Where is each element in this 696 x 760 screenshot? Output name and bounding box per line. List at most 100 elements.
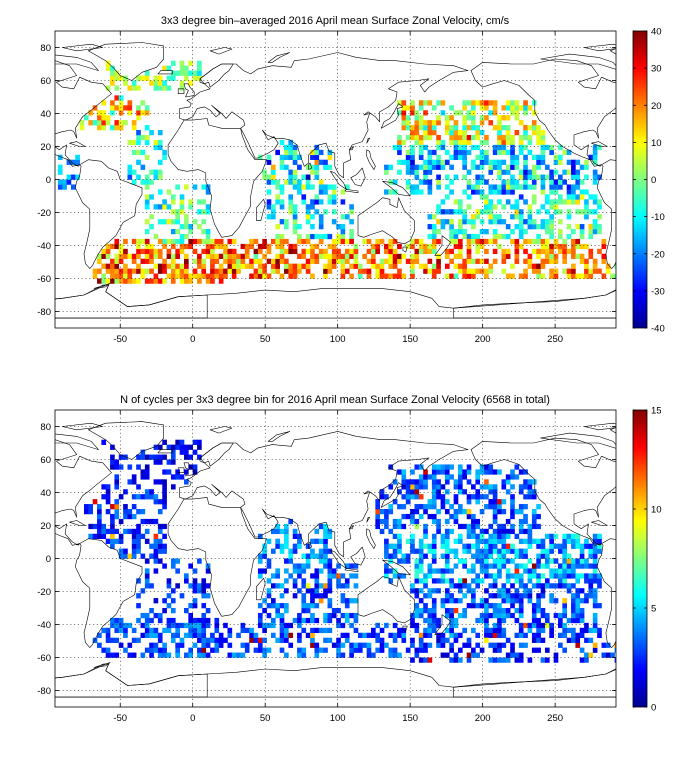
velocity-heatmap-cell <box>218 243 224 250</box>
cycles-heatmap-cell <box>349 573 354 579</box>
velocity-heatmap-cell <box>475 243 481 250</box>
velocity-heatmap-cell <box>484 204 489 210</box>
cycles-heatmap-cell <box>97 523 102 530</box>
cycles-heatmap-cell <box>318 568 324 574</box>
velocity-heatmap-cell <box>527 184 533 190</box>
cycles-heatmap-cell <box>471 603 476 609</box>
velocity-heatmap-cell <box>310 243 315 250</box>
velocity-heatmap-cell <box>179 65 185 71</box>
cycles-heatmap-cell <box>518 523 524 530</box>
velocity-heatmap-cell <box>97 125 102 131</box>
cycles-heatmap-cell <box>558 622 563 629</box>
cycles-heatmap-cell <box>110 617 115 624</box>
cycles-heatmap-cell <box>423 642 428 648</box>
velocity-heatmap-cell <box>162 268 167 274</box>
cycles-heatmap-cell <box>523 593 528 599</box>
velocity-heatmap-cell <box>110 263 115 269</box>
velocity-heatmap-cell <box>266 174 272 180</box>
cycles-heatmap-cell <box>371 627 376 634</box>
velocity-heatmap-cell <box>184 258 189 264</box>
cycles-heatmap-cell <box>444 489 450 495</box>
cycles-heatmap-cell <box>384 509 389 515</box>
velocity-heatmap-cell <box>579 229 585 235</box>
velocity-heatmap-cell <box>405 164 411 170</box>
velocity-heatmap-cell <box>301 263 307 269</box>
velocity-heatmap-cell <box>592 159 598 165</box>
velocity-heatmap-cell <box>523 154 528 160</box>
velocity-heatmap-cell <box>523 258 528 264</box>
velocity-heatmap-cell <box>305 204 311 210</box>
velocity-heatmap-cell <box>305 184 311 190</box>
cycles-heatmap-cell <box>97 642 102 648</box>
cycles-heatmap-cell <box>592 588 598 594</box>
cycles-heatmap-cell <box>466 509 472 515</box>
cycles-heatmap-cell <box>527 494 533 500</box>
cycles-heatmap-cell <box>531 568 537 574</box>
velocity-heatmap-cell <box>310 253 315 259</box>
velocity-heatmap-cell <box>449 139 454 146</box>
cycles-heatmap-cell <box>244 647 250 653</box>
cycles-heatmap-cell <box>305 563 311 569</box>
cycles-heatmap-cell <box>118 553 124 559</box>
cycles-heatmap-cell <box>301 593 307 599</box>
cycles-heatmap-cell <box>584 652 589 658</box>
velocity-heatmap-cell <box>457 253 463 259</box>
velocity-heatmap-cell <box>297 184 302 190</box>
cycles-heatmap-cell <box>523 528 528 535</box>
velocity-heatmap-cell <box>127 253 133 259</box>
velocity-heatmap-cell <box>527 224 533 230</box>
velocity-heatmap-cell <box>127 169 133 175</box>
velocity-heatmap-cell <box>540 189 546 195</box>
cycles-heatmap-cell <box>514 563 520 569</box>
velocity-heatmap-cell <box>397 110 402 116</box>
cycles-heatmap-cell <box>466 548 472 554</box>
velocity-heatmap-cell <box>575 238 581 245</box>
cycles-heatmap-cell <box>614 647 616 653</box>
velocity-heatmap-cell <box>366 268 372 274</box>
cycles-heatmap-cell <box>462 563 467 569</box>
cycles-coastline <box>55 663 208 698</box>
cycles-heatmap-cell <box>497 612 502 619</box>
cycles-heatmap-cell <box>110 637 115 643</box>
velocity-heatmap-cell <box>449 248 454 255</box>
cycles-heatmap-cell <box>449 578 454 584</box>
velocity-heatmap-cell <box>427 233 433 240</box>
cycles-heatmap-cell <box>588 578 594 584</box>
velocity-heatmap-cell <box>388 179 394 185</box>
cycles-heatmap-cell <box>153 612 159 619</box>
velocity-heatmap-cell <box>401 105 407 111</box>
cycles-coastline <box>55 433 99 450</box>
cycles-heatmap-cell <box>279 583 285 589</box>
velocity-heatmap-cell <box>214 273 220 279</box>
velocity-heatmap-cell <box>127 139 133 146</box>
velocity-heatmap-cell <box>292 144 298 151</box>
velocity-heatmap-cell <box>405 115 411 121</box>
cycles-heatmap-cell <box>118 622 124 629</box>
velocity-heatmap-cell <box>518 105 524 111</box>
cycles-heatmap-cell <box>149 518 154 525</box>
cycles-heatmap-cell <box>353 612 359 619</box>
cycles-heatmap-cell <box>170 598 176 604</box>
cycles-heatmap-cell <box>184 449 189 455</box>
cycles-heatmap-cell <box>427 543 433 549</box>
cycles-heatmap-cell <box>540 593 546 599</box>
velocity-heatmap-cell <box>114 243 120 250</box>
velocity-heatmap-cell <box>453 139 459 146</box>
cycles-heatmap-cell <box>527 538 533 544</box>
velocity-heatmap-cell <box>501 189 507 195</box>
cycles-heatmap-cell <box>114 627 120 634</box>
velocity-heatmap-cell <box>179 85 185 91</box>
cycles-heatmap-cell <box>149 647 154 653</box>
velocity-heatmap-cell <box>531 164 537 170</box>
velocity-heatmap-cell <box>292 204 298 210</box>
velocity-heatmap-cell <box>410 100 415 106</box>
velocity-heatmap-cell <box>427 179 433 185</box>
cycles-heatmap-cell <box>327 578 333 584</box>
velocity-heatmap-cell <box>270 263 276 269</box>
velocity-heatmap-cell <box>92 273 98 279</box>
velocity-heatmap-cell <box>170 268 176 274</box>
velocity-heatmap-cell <box>149 169 154 175</box>
cycles-heatmap-cell <box>284 578 289 584</box>
cycles-heatmap-cell <box>344 603 350 609</box>
velocity-heatmap-cell <box>549 258 554 264</box>
